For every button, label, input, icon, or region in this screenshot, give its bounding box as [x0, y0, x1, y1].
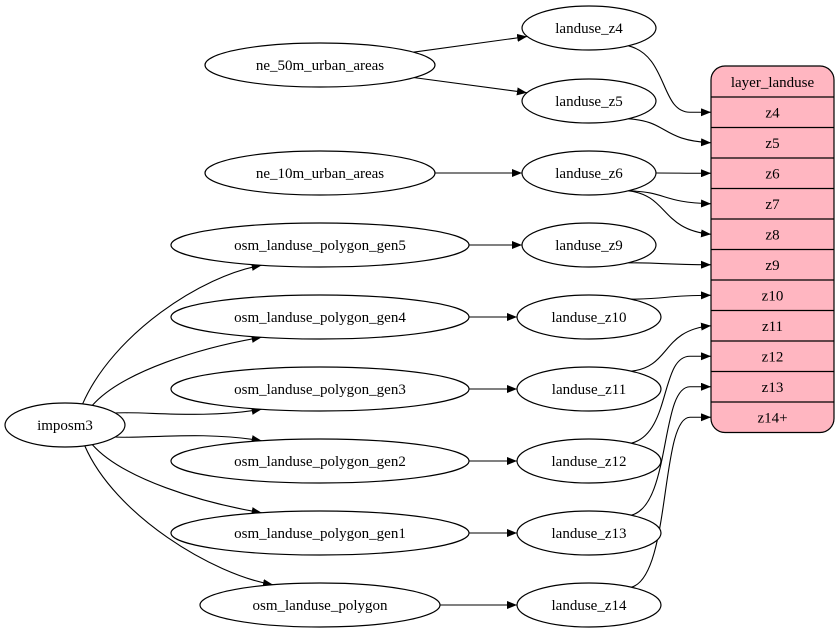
node-landuse-z14: landuse_z14	[516, 582, 662, 628]
edge-landuse-z4-to-z4	[628, 45, 711, 117]
node-osm-landuse-polygon-gen5: osm_landuse_polygon_gen5	[170, 222, 470, 268]
node-landuse-z13: landuse_z13	[516, 510, 662, 556]
node-label: landuse_z12	[552, 454, 627, 470]
node-label: ne_50m_urban_areas	[256, 58, 384, 74]
node-landuse-z11: landuse_z11	[516, 366, 662, 412]
node-label: osm_landuse_polygon_gen4	[234, 310, 406, 326]
record-field-z14plus: z14+	[757, 410, 787, 426]
node-osm-landuse-polygon-gen3: osm_landuse_polygon_gen3	[170, 366, 470, 412]
record-field-z9: z9	[765, 258, 779, 274]
edge-landuse-z6-to-z8	[628, 190, 712, 238]
edge-landuse-z10-to-z10	[631, 291, 712, 300]
node-osm-landuse-polygon-gen2: osm_landuse_polygon_gen2	[170, 438, 470, 484]
record-field-z7: z7	[765, 197, 780, 213]
node-label: ne_10m_urban_areas	[256, 166, 384, 182]
edge-imposm3-to-osm-landuse-polygon-gen1	[91, 444, 262, 516]
edge-imposm3-to-osm-landuse-polygon-gen3	[115, 406, 262, 415]
edge-ne-50m-urban-areas-to-landuse-z5	[414, 77, 528, 96]
edge-imposm3-to-osm-landuse-polygon-gen5	[82, 262, 262, 405]
node-label: landuse_z6	[555, 166, 623, 182]
edges	[82, 33, 712, 609]
record-field-z4: z4	[765, 105, 780, 121]
edge-landuse-z12-to-z12	[631, 352, 711, 444]
node-osm-landuse-polygon: osm_landuse_polygon	[199, 582, 441, 628]
nodes: imposm3 ne_50m_urban_areas ne_10m_urban_ar…	[4, 5, 662, 628]
node-label: landuse_z4	[555, 21, 623, 37]
edge-imposm3-to-osm-landuse-polygon	[84, 445, 274, 588]
record-field-z10: z10	[762, 288, 784, 304]
node-landuse-z6: landuse_z6	[521, 150, 657, 196]
node-landuse-z5: landuse_z5	[521, 78, 657, 124]
node-label: landuse_z9	[555, 238, 622, 254]
node-landuse-z12: landuse_z12	[516, 438, 662, 484]
node-label: osm_landuse_polygon_gen5	[234, 238, 406, 254]
edge-imposm3-to-osm-landuse-polygon-gen2	[115, 435, 262, 444]
node-label: landuse_z11	[552, 382, 626, 398]
node-label: osm_landuse_polygon	[253, 598, 388, 614]
edge-landuse-z5-to-z5	[628, 118, 712, 147]
node-label: imposm3	[37, 418, 93, 434]
node-label: osm_landuse_polygon_gen3	[234, 382, 406, 398]
node-label: landuse_z10	[552, 310, 627, 326]
node-osm-landuse-polygon-gen4: osm_landuse_polygon_gen4	[170, 294, 470, 340]
node-osm-landuse-polygon-gen1: osm_landuse_polygon_gen1	[170, 510, 470, 556]
node-imposm3: imposm3	[4, 402, 126, 448]
record-field-z12: z12	[762, 349, 784, 365]
edge-landuse-z13-to-z13	[631, 382, 711, 516]
record-field-z8: z8	[765, 227, 779, 243]
node-ne-50m-urban-areas: ne_50m_urban_areas	[204, 42, 436, 88]
edge-landuse-z6-to-z7	[628, 190, 712, 208]
layer-landuse-record: layer_landuse z4 z5 z6 z7 z8 z9 z10 z11 z12 z13 z14…	[710, 65, 835, 434]
edge-landuse-z9-to-z9	[628, 260, 712, 269]
node-label: landuse_z5	[555, 94, 622, 110]
record-field-z5: z5	[765, 136, 779, 152]
node-landuse-z9: landuse_z9	[521, 222, 657, 268]
edge-imposm3-to-osm-landuse-polygon-gen4	[91, 334, 262, 406]
node-label: landuse_z13	[552, 526, 627, 542]
node-ne-10m-urban-areas: ne_10m_urban_areas	[204, 150, 436, 196]
edge-ne-50m-urban-areas-to-landuse-z4	[413, 33, 528, 53]
node-label: landuse_z14	[552, 598, 627, 614]
node-landuse-z10: landuse_z10	[516, 294, 662, 340]
record-field-z6: z6	[765, 166, 780, 182]
node-label: osm_landuse_polygon_gen2	[234, 454, 406, 470]
record-field-z13: z13	[762, 380, 784, 396]
edge-landuse-z14-to-z14plus	[631, 413, 711, 588]
record-title: layer_landuse	[731, 75, 815, 91]
node-landuse-z4: landuse_z4	[521, 5, 657, 51]
edge-landuse-z11-to-z11	[631, 322, 712, 372]
node-label: osm_landuse_polygon_gen1	[234, 526, 406, 542]
record-field-z11: z11	[762, 319, 783, 335]
